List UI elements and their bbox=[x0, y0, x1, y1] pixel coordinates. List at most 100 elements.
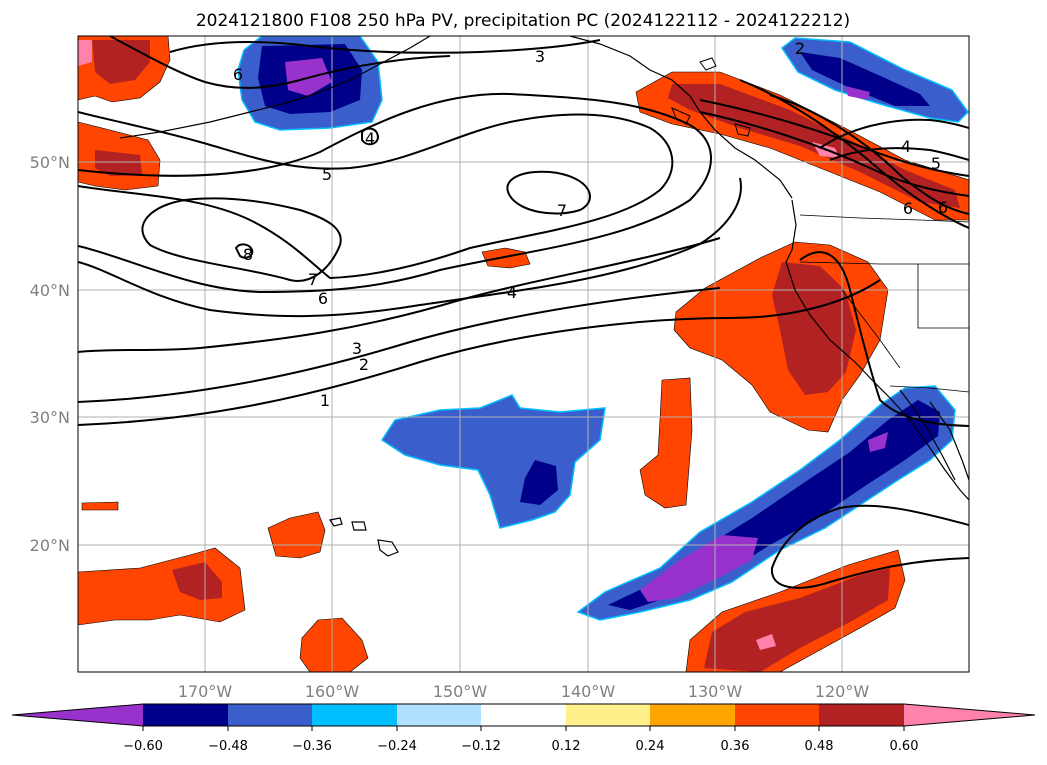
colorbar-ticks bbox=[142, 726, 905, 731]
contour-line-east-5 bbox=[819, 118, 969, 149]
boundary-us-mexico bbox=[889, 385, 969, 393]
contour-line-east-4 bbox=[739, 79, 969, 229]
colorbar-cells bbox=[12, 704, 1035, 726]
colorbar-cell bbox=[397, 704, 481, 726]
coastline-us-west bbox=[785, 199, 969, 501]
coastline-mexico-mainland bbox=[929, 401, 969, 481]
shade-neg-ne-corner-core bbox=[800, 52, 930, 106]
lon-label: 130°W bbox=[688, 682, 743, 701]
contour-line-4a bbox=[78, 177, 742, 318]
shade-neg-se-band-peak-2 bbox=[868, 432, 888, 452]
shade-pos-bottom-right-core bbox=[704, 568, 890, 672]
contour-line-7-loop bbox=[141, 197, 342, 282]
contour-line-1 bbox=[78, 279, 881, 426]
colorbar-cell bbox=[819, 704, 904, 726]
shade-pos-145w-42n bbox=[481, 247, 531, 269]
contour-label: 6 bbox=[318, 289, 328, 308]
negative-anomaly-fields bbox=[237, 36, 969, 621]
coastline-hawaii-2 bbox=[351, 521, 367, 531]
colorbar-cell bbox=[481, 704, 566, 726]
contour-line-east-6 bbox=[829, 147, 969, 161]
coastline-baja bbox=[899, 389, 956, 481]
lon-label: 150°W bbox=[433, 682, 488, 701]
shade-neg-ne-corner-peak bbox=[845, 86, 870, 100]
contour-line-3-north bbox=[169, 39, 601, 54]
coastlines bbox=[119, 36, 969, 557]
lat-label: 50°N bbox=[30, 153, 70, 172]
coastline-islands-bc bbox=[671, 57, 751, 137]
coastline-alaska-aleutians bbox=[119, 36, 431, 139]
contour-label: 6 bbox=[903, 199, 913, 218]
colorbar-tick-label: −0.60 bbox=[123, 739, 163, 754]
shade-pos-west-50n-core bbox=[95, 150, 142, 176]
colorbar-cell bbox=[312, 704, 397, 726]
lon-label: 140°W bbox=[561, 682, 616, 701]
colorbar-extend-high bbox=[904, 704, 1035, 726]
contour-label: 8 bbox=[243, 245, 253, 264]
map-title: 2024121800 F108 250 hPa PV, precipitatio… bbox=[196, 11, 850, 31]
contour-label: 4 bbox=[507, 283, 517, 302]
lon-label: 160°W bbox=[305, 682, 360, 701]
lon-label: 120°W bbox=[815, 682, 870, 701]
shade-neg-se-band-peak-1 bbox=[640, 535, 758, 602]
shade-pos-sw-core bbox=[172, 562, 222, 600]
contour-line-7-east bbox=[506, 170, 591, 215]
map-content: 1 2 3 3 4 4 5 5 6 6 6 7 7 8 2 4 6 bbox=[78, 36, 969, 672]
contour-label: 3 bbox=[352, 339, 362, 358]
graticule bbox=[78, 36, 969, 672]
contour-line-east-1 bbox=[699, 99, 969, 177]
shade-pos-133w-strip bbox=[639, 377, 693, 509]
contour-line-southeast bbox=[799, 251, 969, 427]
colorbar-tick-label: 0.12 bbox=[552, 739, 581, 754]
contour-label: 5 bbox=[931, 154, 941, 173]
colorbar-extend-low bbox=[12, 704, 143, 726]
contour-label: 4 bbox=[365, 129, 375, 148]
shade-neg-central-core bbox=[520, 460, 558, 505]
shade-pos-nw-corner-core bbox=[92, 40, 150, 84]
contour-label: 6 bbox=[233, 65, 243, 84]
contour-line-east-3 bbox=[769, 94, 969, 215]
shade-pos-175w-23n bbox=[81, 501, 119, 511]
colorbar-tick-labels: −0.60 −0.48 −0.36 −0.24 −0.12 0.12 0.24 … bbox=[123, 739, 918, 754]
lat-label: 20°N bbox=[30, 536, 70, 555]
shade-pos-bottom-center bbox=[299, 617, 369, 672]
colorbar-tick-label: −0.48 bbox=[208, 739, 248, 754]
contour-line-6 bbox=[78, 111, 674, 280]
colorbar-cell bbox=[143, 704, 228, 726]
colorbar-tick-label: 0.48 bbox=[805, 739, 834, 754]
colorbar-cell bbox=[228, 704, 312, 726]
contour-label: 6 bbox=[938, 198, 948, 217]
contour-labels: 1 2 3 3 4 4 5 5 6 6 6 7 7 8 2 4 6 bbox=[233, 39, 948, 410]
contour-label: 1 bbox=[320, 391, 330, 410]
coastline-hawaii-1 bbox=[329, 517, 343, 527]
contour-line-3 bbox=[78, 237, 721, 353]
contour-label: 3 bbox=[535, 47, 545, 66]
shade-pos-california-core bbox=[772, 262, 856, 395]
lon-label: 170°W bbox=[178, 682, 233, 701]
colorbar: −0.60 −0.48 −0.36 −0.24 −0.12 0.12 0.24 … bbox=[11, 703, 1036, 754]
contour-label: 5 bbox=[322, 165, 332, 184]
colorbar-tick-label: 0.36 bbox=[721, 739, 750, 754]
contour-label: 7 bbox=[308, 270, 318, 289]
lat-label: 30°N bbox=[30, 408, 70, 427]
colorbar-tick-label: −0.36 bbox=[292, 739, 332, 754]
shade-pos-bottom-right-peak bbox=[756, 634, 776, 650]
lat-label: 40°N bbox=[30, 281, 70, 300]
colorbar-cell bbox=[650, 704, 735, 726]
contour-label: 2 bbox=[359, 355, 369, 374]
positive-anomaly-fields bbox=[78, 36, 969, 672]
map-panel: 1 2 3 3 4 4 5 5 6 6 6 7 7 8 2 4 6 bbox=[77, 35, 970, 673]
boundary-canada-us bbox=[799, 214, 969, 223]
contour-line-small-8 bbox=[234, 243, 254, 259]
latitude-labels: 50°N 40°N 30°N 20°N bbox=[30, 153, 70, 555]
contour-line-south-tail bbox=[770, 504, 969, 589]
colorbar-cell bbox=[566, 704, 650, 726]
pv-contours bbox=[78, 36, 969, 589]
contour-line-small-4 bbox=[361, 127, 380, 146]
colorbar-tick-label: −0.24 bbox=[377, 739, 417, 754]
contour-line-5 bbox=[78, 92, 712, 294]
colorbar-cell bbox=[735, 704, 819, 726]
coastline-hawaii-3 bbox=[377, 539, 399, 557]
contour-label: 7 bbox=[557, 201, 567, 220]
longitude-labels: 170°W 160°W 150°W 140°W 130°W 120°W bbox=[178, 682, 870, 701]
